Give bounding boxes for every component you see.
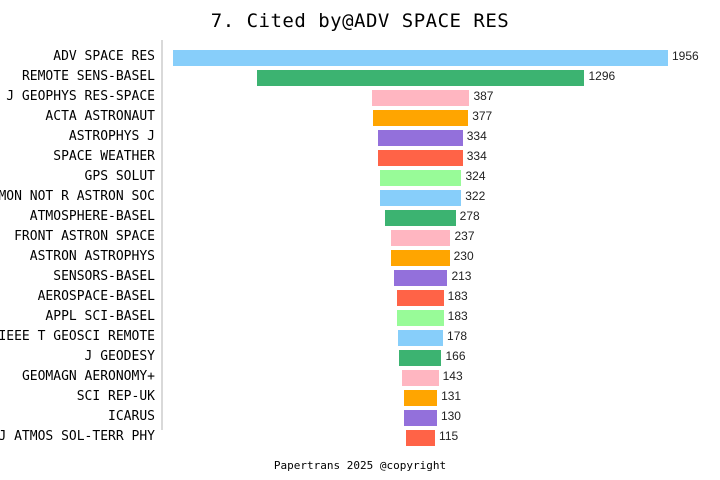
value-label: 324 — [465, 169, 486, 183]
value-label: 230 — [453, 249, 474, 263]
value-label: 183 — [447, 309, 468, 323]
value-label: 178 — [447, 329, 468, 343]
category-label: IEEE T GEOSCI REMOTE — [0, 329, 155, 344]
category-label: REMOTE SENS-BASEL — [21, 69, 155, 84]
category-label: ACTA ASTRONAUT — [45, 109, 155, 124]
bar — [173, 50, 668, 66]
footer-copyright: Papertrans 2025 @copyright — [273, 459, 447, 472]
bar — [393, 270, 448, 286]
category-label: MON NOT R ASTRON SOC — [0, 189, 155, 204]
bar — [404, 410, 437, 426]
bar — [379, 170, 462, 186]
value-label: 1956 — [672, 49, 699, 63]
category-label: SENSORS-BASEL — [53, 269, 155, 284]
value-label: 131 — [441, 389, 462, 403]
bar — [256, 70, 585, 86]
category-label: ATMOSPHERE-BASEL — [29, 209, 155, 224]
bar — [390, 230, 451, 246]
value-label: 377 — [472, 109, 493, 123]
value-label: 115 — [439, 429, 459, 443]
bar — [403, 390, 438, 406]
bar — [405, 430, 436, 446]
category-label: ASTROPHYS J — [68, 129, 155, 144]
category-label: SPACE WEATHER — [53, 149, 155, 164]
value-label: 334 — [466, 149, 487, 163]
value-label: 143 — [442, 369, 463, 383]
bar — [397, 290, 444, 306]
bar — [399, 350, 442, 366]
category-label: J GEODESY — [84, 349, 155, 364]
category-label: SCI REP-UK — [76, 389, 155, 404]
category-label: GPS SOLUT — [84, 169, 155, 184]
category-label: ICARUS — [108, 409, 155, 424]
bar — [378, 150, 463, 166]
bar — [371, 90, 470, 106]
category-label: GEOMAGN AERONOMY+ — [21, 369, 155, 384]
category-label: APPL SCI-BASEL — [45, 309, 155, 324]
bar — [372, 110, 469, 126]
y-axis-line — [161, 40, 163, 430]
category-label: AEROSPACE-BASEL — [37, 289, 155, 304]
category-label: J GEOPHYS RES-SPACE — [6, 89, 155, 104]
value-label: 334 — [466, 129, 487, 143]
chart-title: 7. Cited by@ADV SPACE RES — [210, 10, 510, 32]
bar — [397, 330, 443, 346]
bar — [379, 190, 462, 206]
value-label: 278 — [459, 209, 480, 223]
category-label: FRONT ASTRON SPACE — [14, 229, 155, 244]
bar — [391, 250, 450, 266]
bar — [378, 130, 463, 146]
category-label: J ATMOS SOL-TERR PHY — [0, 429, 155, 444]
value-label: 130 — [440, 409, 461, 423]
value-label: 213 — [451, 269, 472, 283]
bar — [385, 210, 456, 226]
value-label: 183 — [447, 289, 468, 303]
value-label: 237 — [454, 229, 475, 243]
value-label: 387 — [473, 89, 494, 103]
category-label: ASTRON ASTROPHYS — [29, 249, 155, 264]
bar — [397, 310, 444, 326]
value-label: 1296 — [588, 69, 616, 83]
value-label: 322 — [465, 189, 486, 203]
bar — [402, 370, 439, 386]
category-label: ADV SPACE RES — [53, 49, 155, 64]
value-label: 166 — [445, 349, 466, 363]
